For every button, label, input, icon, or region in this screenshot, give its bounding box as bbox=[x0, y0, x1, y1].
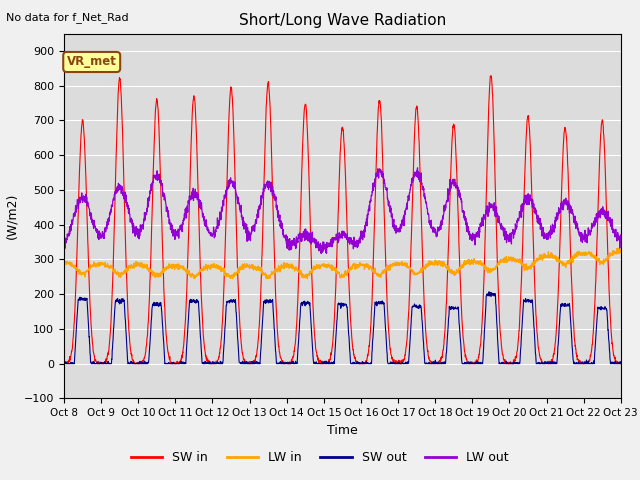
Text: No data for f_Net_Rad: No data for f_Net_Rad bbox=[6, 12, 129, 23]
SW out bbox=[568, 343, 576, 348]
Legend: SW in, LW in, SW out, LW out: SW in, LW in, SW out, LW out bbox=[126, 446, 514, 469]
Title: Short/Long Wave Radiation: Short/Long Wave Radiation bbox=[239, 13, 446, 28]
LW in bbox=[568, 256, 575, 262]
LW out bbox=[617, 232, 625, 238]
LW in bbox=[191, 276, 198, 281]
SW out bbox=[485, 289, 493, 295]
SW out bbox=[216, 361, 223, 367]
LW out bbox=[568, 211, 576, 216]
Line: SW in: SW in bbox=[64, 76, 621, 364]
SW out bbox=[359, 361, 367, 367]
LW out bbox=[317, 251, 325, 256]
SW in bbox=[216, 353, 223, 359]
LW out bbox=[584, 233, 591, 239]
Text: VR_met: VR_met bbox=[67, 56, 116, 69]
SW out bbox=[371, 304, 379, 310]
SW out bbox=[60, 360, 68, 366]
LW in bbox=[359, 263, 367, 269]
Line: LW out: LW out bbox=[64, 168, 621, 253]
LW out bbox=[413, 165, 421, 171]
SW out bbox=[617, 359, 625, 364]
LW out bbox=[371, 177, 379, 182]
SW in bbox=[504, 360, 512, 365]
LW in bbox=[584, 252, 591, 258]
X-axis label: Time: Time bbox=[327, 424, 358, 437]
SW in bbox=[371, 221, 378, 227]
LW in bbox=[504, 258, 512, 264]
Y-axis label: (W/m2): (W/m2) bbox=[5, 193, 19, 239]
SW in bbox=[487, 73, 495, 79]
LW in bbox=[216, 265, 223, 271]
Line: LW in: LW in bbox=[64, 248, 621, 278]
LW out bbox=[505, 239, 513, 244]
LW in bbox=[614, 245, 622, 251]
SW out bbox=[584, 361, 591, 367]
LW out bbox=[359, 237, 367, 243]
LW out bbox=[60, 245, 68, 251]
LW in bbox=[617, 249, 625, 255]
SW in bbox=[358, 360, 366, 366]
SW in bbox=[584, 360, 591, 365]
SW in bbox=[60, 361, 68, 367]
SW in bbox=[617, 361, 625, 367]
LW in bbox=[371, 268, 379, 274]
LW in bbox=[60, 258, 68, 264]
SW out bbox=[505, 361, 513, 367]
Line: SW out: SW out bbox=[64, 292, 621, 364]
LW out bbox=[216, 219, 223, 225]
SW in bbox=[568, 284, 575, 290]
SW out bbox=[61, 361, 68, 367]
